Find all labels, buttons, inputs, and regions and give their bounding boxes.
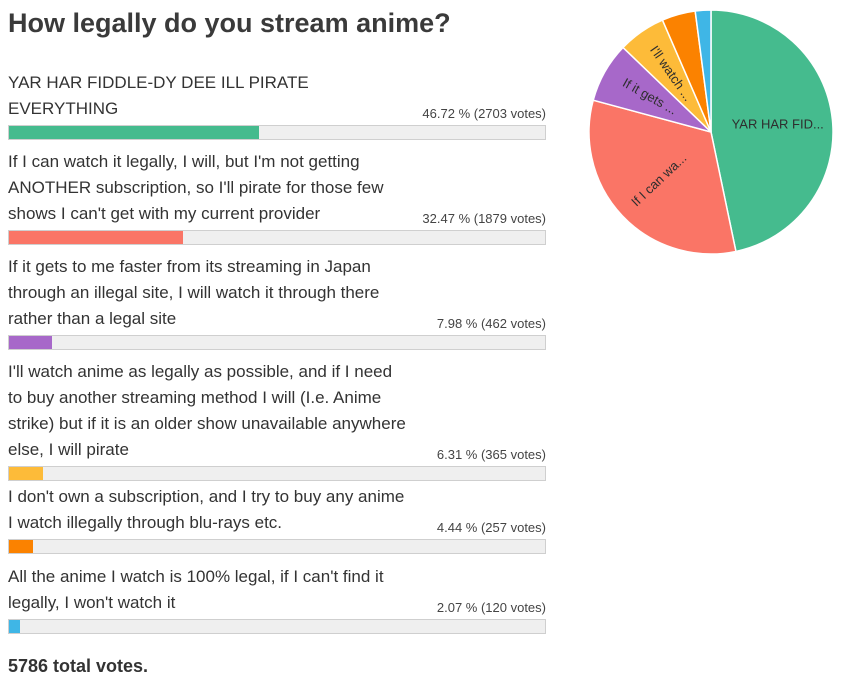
poll-option: If I can watch it legally, I will, but I… xyxy=(8,149,546,245)
poll-option: All the anime I watch is 100% legal, if … xyxy=(8,564,546,634)
option-bar-fill xyxy=(9,336,52,349)
option-percentage: 6.31 % (365 votes) xyxy=(436,447,546,462)
option-bar-fill xyxy=(9,126,260,139)
option-percentage: 32.47 % (1879 votes) xyxy=(422,211,546,226)
pie-slice xyxy=(588,99,737,255)
total-votes: 5786 total votes. xyxy=(8,656,149,676)
option-percentage: 46.72 % (2703 votes) xyxy=(422,106,546,121)
option-bar-track xyxy=(8,335,546,350)
poll-option: I'll watch anime as legally as possible,… xyxy=(8,359,546,481)
option-label: If I can watch it legally, I will, but I… xyxy=(8,152,384,223)
pie-slice xyxy=(710,9,834,253)
option-bar-track xyxy=(8,125,546,140)
poll-option: YAR HAR FIDDLE-DY DEE ILL PIRATE EVERYTH… xyxy=(8,70,546,140)
option-label: I don't own a subscription, and I try to… xyxy=(8,487,405,532)
option-label: I'll watch anime as legally as possible,… xyxy=(8,362,406,459)
pie-slice xyxy=(694,9,712,133)
option-bar-track xyxy=(8,230,546,245)
option-bar-track xyxy=(8,619,546,634)
option-label: All the anime I watch is 100% legal, if … xyxy=(8,567,384,612)
poll-option: I don't own a subscription, and I try to… xyxy=(8,484,546,554)
poll-option: If it gets to me faster from its streami… xyxy=(8,254,546,350)
option-percentage: 4.44 % (257 votes) xyxy=(436,520,546,535)
option-bar-fill xyxy=(9,540,33,553)
option-bar-fill xyxy=(9,467,43,480)
option-bar-fill xyxy=(9,231,184,244)
option-percentage: 2.07 % (120 votes) xyxy=(436,600,546,615)
option-percentage: 7.98 % (462 votes) xyxy=(436,316,546,331)
option-bar-fill xyxy=(9,620,21,633)
poll-option-row: If I can watch it legally, I will, but I… xyxy=(8,149,546,227)
option-bar-track xyxy=(8,466,546,481)
poll-option-row: All the anime I watch is 100% legal, if … xyxy=(8,564,546,616)
poll-option-row: YAR HAR FIDDLE-DY DEE ILL PIRATE EVERYTH… xyxy=(8,70,546,122)
pie-chart: YAR HAR FID...If I can wa...If it gets .… xyxy=(588,9,834,255)
poll-option-row: If it gets to me faster from its streami… xyxy=(8,254,546,332)
option-label: YAR HAR FIDDLE-DY DEE ILL PIRATE EVERYTH… xyxy=(8,73,309,118)
option-label: If it gets to me faster from its streami… xyxy=(8,257,380,328)
poll-option-row: I'll watch anime as legally as possible,… xyxy=(8,359,546,463)
poll-title: How legally do you stream anime? xyxy=(8,8,451,38)
option-bar-track xyxy=(8,539,546,554)
pie-slice-label: YAR HAR FID... xyxy=(732,117,824,132)
poll-option-row: I don't own a subscription, and I try to… xyxy=(8,484,546,536)
